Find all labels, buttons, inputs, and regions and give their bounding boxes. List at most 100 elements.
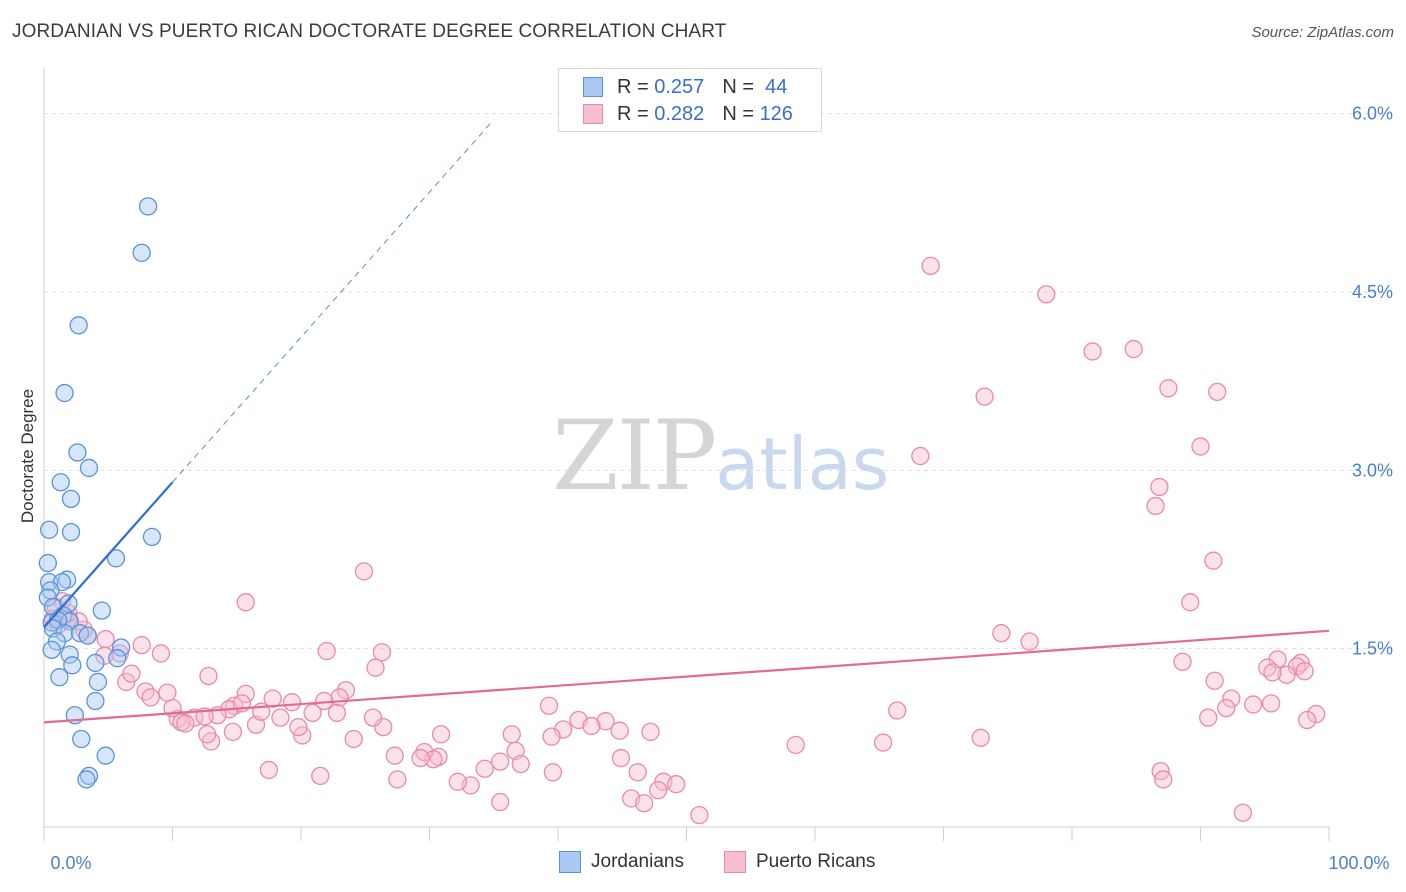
jordanian-point [42, 640, 61, 660]
puerto-rican-point [539, 696, 559, 715]
jordanian-point [86, 653, 105, 673]
legend-r-value: 0.282 [654, 102, 705, 125]
puerto-rican-point [971, 728, 990, 747]
puerto-rican-point [317, 641, 336, 661]
legend-r-label: R = [617, 75, 649, 98]
puerto-rican-point [873, 733, 893, 752]
jordanian-point [39, 520, 59, 539]
puerto-rican-point [110, 644, 129, 663]
puerto-rican-point [921, 256, 940, 275]
jordanian-point [106, 549, 126, 568]
legend-swatch-jordanians [559, 851, 581, 873]
puerto-rican-point [491, 792, 510, 812]
legend-r-value: 0.257 [654, 75, 705, 98]
puerto-rican-point [649, 780, 668, 800]
puerto-rican-point [199, 666, 218, 686]
legend-swatch-blue [583, 77, 603, 97]
puerto-rican-point [1298, 710, 1317, 730]
puerto-rican-point [282, 693, 302, 712]
watermark: ZIPatlas [552, 400, 889, 512]
puerto-rican-point [667, 775, 686, 794]
puerto-rican-point [303, 703, 322, 723]
puerto-rican-point [1208, 382, 1227, 402]
puerto-rican-point [786, 735, 805, 755]
puerto-rican-point [611, 748, 631, 768]
jordanian-point [69, 316, 88, 335]
puerto-rican-point [151, 644, 171, 663]
puerto-rican-point [1205, 671, 1224, 690]
watermark-zip: ZIP [552, 400, 717, 512]
jordanian-point [61, 489, 81, 509]
jordanian-point [59, 594, 78, 613]
puerto-rican-point [96, 630, 115, 649]
puerto-rican-points [43, 256, 1326, 825]
puerto-rican-point [132, 635, 151, 655]
jordanian-point [79, 458, 99, 478]
jordanian-point [63, 656, 82, 675]
x-tick-label: 0.0% [50, 853, 91, 873]
puerto-rican-point [610, 721, 629, 740]
puerto-rican-point [1146, 496, 1165, 516]
legend-item-jordanians[interactable]: Jordanians [559, 851, 684, 873]
y-tick-label: 1.5% [1352, 639, 1393, 659]
legend-n-value: 126 [759, 102, 793, 125]
watermark-atlas: atlas [715, 422, 890, 506]
puerto-rican-point [1244, 695, 1263, 714]
jordanian-trend-extension [172, 119, 495, 483]
puerto-rican-point [448, 772, 467, 791]
puerto-rican-point [223, 722, 243, 742]
puerto-rican-point [366, 658, 385, 677]
puerto-rican-point [236, 593, 255, 612]
puerto-rican-point [553, 720, 573, 739]
puerto-rican-point [1191, 437, 1210, 456]
x-tick-label: 100.0% [1328, 853, 1389, 873]
puerto-rican-point [1204, 551, 1223, 570]
puerto-rican-point [502, 725, 521, 744]
puerto-rican-point [311, 766, 330, 786]
puerto-rican-point [1262, 694, 1281, 713]
puerto-rican-point [911, 446, 930, 466]
puerto-rican-point [236, 684, 255, 703]
puerto-rican-point [372, 643, 392, 662]
puerto-rican-point [641, 722, 660, 742]
puerto-rican-point [1217, 698, 1236, 718]
puerto-rican-point [259, 760, 279, 780]
puerto-rican-point [1173, 652, 1192, 671]
jordanian-point [61, 523, 81, 542]
legend-r-label: R = [617, 102, 649, 125]
puerto-rican-point [1124, 339, 1143, 359]
jordanian-trend-line [43, 481, 174, 628]
jordanian-points [38, 197, 162, 789]
jordanian-point [142, 527, 162, 547]
jordanian-point [108, 649, 127, 668]
puerto-rican-point [1233, 803, 1253, 822]
puerto-rican-point [582, 716, 601, 736]
puerto-rican-point [336, 681, 356, 700]
grid-lines [44, 113, 1392, 650]
jordanian-point [88, 672, 108, 692]
tick-labels: 1.5% 3.0% 4.5% 6.0% 0.0% 100.0% [50, 104, 1393, 873]
puerto-rican-point [141, 688, 160, 707]
puerto-rican-point [992, 624, 1011, 643]
legend-label-jordanians: Jordanians [591, 851, 684, 872]
jordanian-point [51, 473, 70, 492]
puerto-rican-point [327, 703, 347, 723]
correlation-legend: R = 0.257 N = 44 R = 0.282 N = 126 [558, 68, 822, 132]
legend-n-value: 44 [765, 75, 788, 98]
jordanian-point [68, 443, 87, 462]
puerto-rican-point [411, 748, 430, 768]
puerto-rican-point [289, 717, 308, 737]
jordanian-point [55, 383, 74, 403]
puerto-rican-point [363, 708, 383, 727]
puerto-rican-point [543, 763, 563, 782]
puerto-rican-point [330, 688, 349, 707]
puerto-rican-point [542, 727, 561, 746]
puerto-rican-point [888, 701, 907, 720]
source-credit: Source: ZipAtlas.com [1251, 24, 1394, 41]
legend-item-puerto-ricans[interactable]: Puerto Ricans [724, 851, 875, 873]
y-tick-label: 3.0% [1352, 460, 1393, 480]
legend-swatch-pink [583, 104, 603, 124]
y-axis-label: Doctorate Degree [18, 389, 37, 523]
puerto-rican-point [491, 752, 510, 771]
